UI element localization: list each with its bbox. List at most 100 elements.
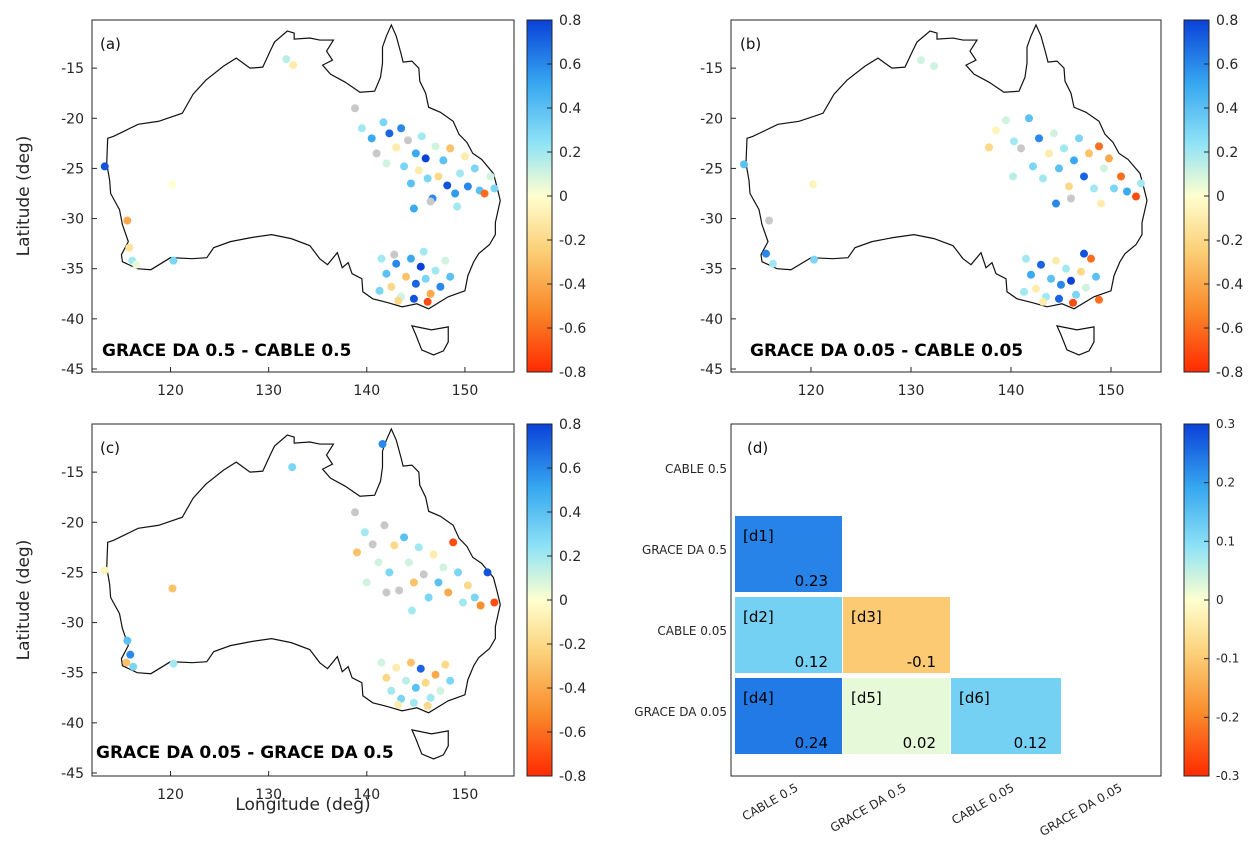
map-point — [409, 204, 418, 213]
map-point — [394, 700, 403, 709]
panel-a-xticks: 120 130 140 150 — [157, 367, 478, 399]
y-tick-label: -20 — [61, 515, 84, 531]
map-point — [1055, 164, 1063, 173]
map-point — [431, 670, 440, 679]
map-point — [490, 184, 499, 193]
map-point — [446, 676, 455, 685]
panel-d-row-labels: CABLE 0.5 GRACE DA 0.5 CABLE 0.05 GRACE DA … — [634, 462, 727, 719]
colorbar-tick-label: -0.4 — [1216, 277, 1243, 293]
map-point — [1050, 129, 1058, 138]
x-tick-label: 140 — [353, 787, 380, 803]
panel-b-comparison-label: GRACE DA 0.05 - CABLE 0.05 — [750, 341, 1023, 361]
map-point — [453, 202, 462, 211]
panel-c-points — [100, 440, 499, 710]
heatmap-cell-id: [d1] — [743, 527, 774, 545]
map-point — [1029, 162, 1037, 171]
heatmap-cell-value: 0.23 — [795, 572, 828, 590]
panel-c-axes — [91, 423, 515, 777]
map-point — [1070, 156, 1078, 165]
map-point — [421, 274, 430, 283]
map-point — [123, 216, 132, 225]
map-point — [1095, 295, 1103, 304]
map-point — [439, 156, 448, 165]
map-point — [406, 254, 415, 263]
colorbar-tick-label: 0.4 — [559, 101, 581, 117]
map-point — [1017, 144, 1025, 153]
map-point — [1039, 297, 1047, 306]
colorbar-tick-label: 0.1 — [1216, 534, 1235, 548]
panel-a-axes — [91, 19, 515, 373]
map-point — [449, 538, 458, 547]
map-point — [411, 149, 420, 158]
map-point — [1100, 164, 1108, 173]
y-tick-label: -30 — [61, 212, 84, 228]
heatmap-cell-value: 0.24 — [795, 734, 828, 752]
map-point — [367, 134, 376, 143]
map-point — [434, 578, 443, 587]
panel-b-tag: (b) — [740, 35, 761, 53]
map-point — [416, 664, 425, 673]
map-point — [168, 180, 177, 189]
map-point — [1039, 174, 1047, 183]
map-point — [431, 142, 440, 151]
heatmap-cell-id: [d5] — [851, 689, 882, 707]
x-tick-label: 130 — [255, 383, 282, 399]
map-point — [409, 698, 418, 707]
map-point — [1069, 298, 1077, 307]
map-point — [100, 162, 109, 171]
panel-b-colorbar-ticks: 0.8 0.6 0.4 0.2 0 -0.2 -0.4 -0.6 -0.8 — [1204, 13, 1243, 381]
panel-b-yticks: -45 -40 -35 -30 -25 -20 -15 — [700, 61, 736, 378]
map-point — [1055, 294, 1063, 303]
map-point — [375, 286, 384, 295]
map-point — [392, 143, 401, 152]
map-point — [454, 568, 463, 577]
map-point — [390, 541, 399, 550]
y-tick-label: -35 — [61, 262, 84, 278]
heatmap-cell-value: 0.12 — [1014, 734, 1047, 752]
map-point — [368, 540, 377, 549]
map-point — [414, 166, 423, 175]
colorbar-tick-label: 0.8 — [559, 13, 581, 29]
map-point — [351, 508, 360, 517]
colorbar-tick-label: -0.8 — [559, 365, 586, 381]
map-point — [429, 550, 438, 559]
panel-b-points — [740, 56, 1145, 307]
y-tick-label: -45 — [61, 362, 84, 378]
map-point — [414, 543, 423, 552]
x-tick-label: 150 — [452, 383, 479, 399]
map-point — [129, 662, 138, 671]
map-point — [122, 658, 131, 667]
map-point — [1077, 267, 1085, 276]
map-point — [417, 132, 426, 141]
map-point — [1095, 142, 1103, 151]
colorbar-tick-label: 0 — [1216, 189, 1225, 205]
map-point — [404, 558, 413, 567]
colorbar-tick-label: -0.4 — [559, 277, 586, 293]
map-point — [397, 694, 406, 703]
heatmap-cell-id: [d3] — [851, 608, 882, 626]
colorbar-tick-label: 0.6 — [559, 57, 581, 73]
colorbar-tick-label: 0.2 — [559, 549, 581, 565]
map-point — [444, 588, 453, 597]
heatmap-cell — [735, 516, 842, 592]
map-point — [282, 55, 291, 64]
y-tick-label: -15 — [61, 465, 84, 481]
heatmap-cell — [951, 678, 1061, 754]
heatmap-cell-id: [d4] — [743, 689, 774, 707]
map-point — [476, 601, 485, 610]
colorbar-tick-label: -0.8 — [1216, 365, 1243, 381]
panel-b-axes — [730, 19, 1162, 373]
map-point — [930, 62, 938, 71]
colorbar-tick-label: 0.2 — [1216, 145, 1238, 161]
y-tick-label: -35 — [700, 262, 723, 278]
colorbar-tick-label: 0.6 — [1216, 57, 1238, 73]
heatmap-cell — [735, 597, 842, 673]
heatmap-cell-id: [d2] — [743, 608, 774, 626]
map-point — [436, 686, 445, 695]
map-point — [810, 255, 818, 264]
y-tick-label: -15 — [61, 61, 84, 77]
colorbar-tick-label: -0.6 — [559, 725, 586, 741]
heatmap-cell — [843, 597, 950, 673]
panel-d-tag: (d) — [747, 439, 768, 457]
